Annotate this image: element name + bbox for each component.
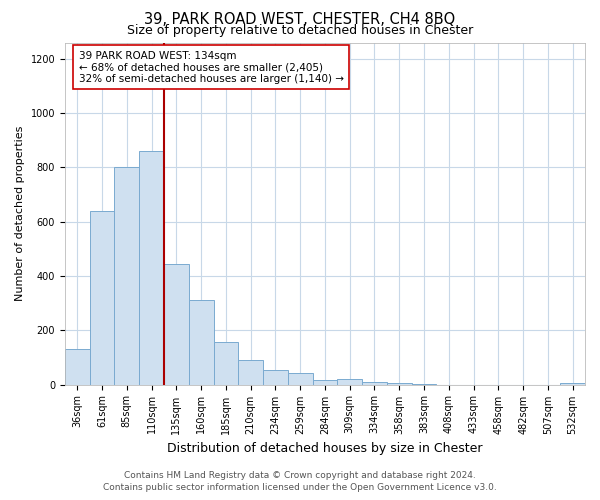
Bar: [313, 380, 337, 384]
Bar: [288, 373, 313, 384]
Bar: [387, 383, 412, 384]
Bar: [238, 360, 263, 384]
Bar: [362, 382, 387, 384]
Bar: [560, 383, 585, 384]
Y-axis label: Number of detached properties: Number of detached properties: [15, 126, 25, 301]
Text: 39, PARK ROAD WEST, CHESTER, CH4 8BQ: 39, PARK ROAD WEST, CHESTER, CH4 8BQ: [145, 12, 455, 28]
Bar: [115, 168, 139, 384]
Bar: [89, 211, 115, 384]
X-axis label: Distribution of detached houses by size in Chester: Distribution of detached houses by size …: [167, 442, 483, 455]
Text: 39 PARK ROAD WEST: 134sqm
← 68% of detached houses are smaller (2,405)
32% of se: 39 PARK ROAD WEST: 134sqm ← 68% of detac…: [79, 50, 344, 84]
Bar: [263, 370, 288, 384]
Bar: [164, 264, 189, 384]
Text: Contains HM Land Registry data © Crown copyright and database right 2024.
Contai: Contains HM Land Registry data © Crown c…: [103, 471, 497, 492]
Bar: [189, 300, 214, 384]
Bar: [65, 350, 89, 384]
Bar: [139, 151, 164, 384]
Bar: [337, 379, 362, 384]
Text: Size of property relative to detached houses in Chester: Size of property relative to detached ho…: [127, 24, 473, 37]
Bar: [214, 342, 238, 384]
